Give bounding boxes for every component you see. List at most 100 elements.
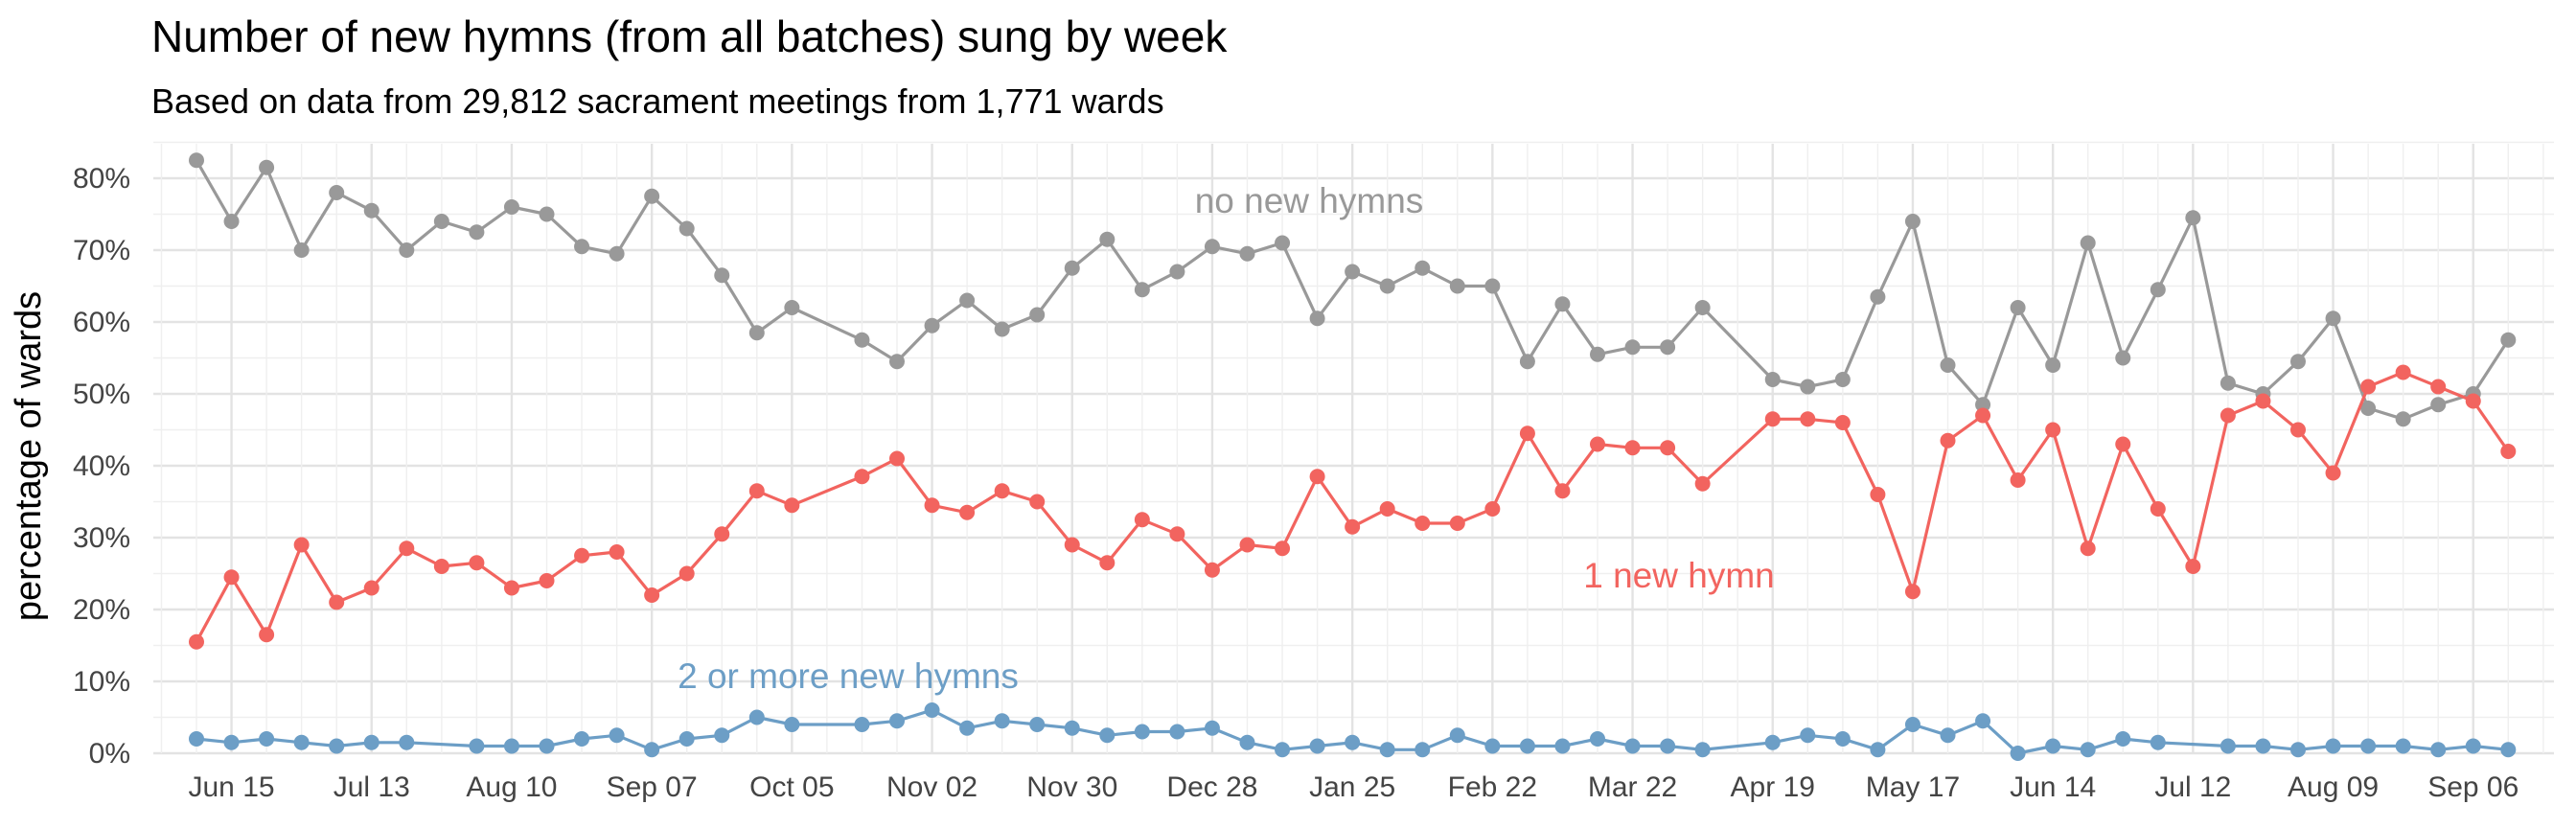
data-point — [2290, 422, 2306, 438]
data-point — [1099, 231, 1116, 247]
data-point — [1800, 727, 1816, 744]
series-one — [189, 364, 2517, 650]
grid — [153, 141, 2554, 755]
y-tick-label: 20% — [73, 594, 130, 626]
data-point — [714, 727, 730, 744]
data-point — [1345, 518, 1361, 535]
data-point — [1800, 379, 1816, 395]
data-point — [1239, 245, 1255, 262]
annotation-2-or-more-new-hymns: 2 or more new hymns — [678, 656, 1019, 696]
data-point — [293, 242, 310, 258]
data-point — [1694, 475, 1711, 492]
data-point — [1309, 310, 1325, 327]
data-point — [1660, 339, 1676, 356]
data-point — [1624, 339, 1641, 356]
data-point — [259, 731, 275, 747]
data-point — [1204, 720, 1220, 736]
x-tick-labels: Jun 15 Jul 13 Aug 10 Sep 07 Oct 05 Nov 02 Nov … — [189, 771, 2519, 803]
data-point — [259, 627, 275, 643]
data-point — [784, 717, 800, 732]
x-tick-label: May 17 — [1866, 771, 1960, 803]
data-point — [2185, 559, 2201, 574]
data-point — [293, 537, 310, 553]
data-point — [1379, 501, 1395, 517]
data-point — [1134, 724, 1150, 740]
data-point — [1870, 487, 1886, 502]
data-point — [959, 504, 976, 520]
data-point — [433, 214, 449, 229]
data-point — [1064, 260, 1080, 276]
data-point — [503, 580, 519, 596]
data-point — [609, 544, 625, 560]
data-point — [1590, 731, 1605, 747]
annotation-no-new-hymns: no new hymns — [1195, 181, 1424, 220]
data-point — [714, 267, 730, 284]
data-point — [574, 547, 590, 564]
x-tick-label: Feb 22 — [1448, 771, 1537, 803]
data-point — [2430, 742, 2447, 758]
data-point — [399, 242, 415, 258]
data-point — [1134, 512, 1150, 528]
data-point — [223, 214, 240, 229]
x-tick-label: Jun 14 — [2010, 771, 2096, 803]
data-point — [2325, 465, 2341, 481]
data-point — [1029, 494, 1046, 510]
data-point — [2115, 350, 2131, 366]
data-point — [678, 220, 695, 237]
data-point — [2150, 501, 2166, 517]
data-point — [2395, 738, 2411, 754]
data-point — [1624, 440, 1641, 456]
x-tick-label: Jun 15 — [189, 771, 275, 803]
data-point — [854, 332, 870, 348]
data-point — [748, 483, 765, 499]
data-point — [714, 526, 730, 542]
data-point — [644, 188, 660, 204]
data-point — [223, 569, 240, 586]
data-point — [748, 325, 765, 341]
y-tick-label: 0% — [89, 738, 130, 770]
data-point — [539, 573, 555, 588]
data-point — [2220, 375, 2236, 391]
data-point — [2045, 738, 2061, 754]
data-point — [1204, 562, 1220, 578]
data-point — [363, 734, 380, 750]
x-tick-label: Nov 30 — [1026, 771, 1117, 803]
x-tick-label: Mar 22 — [1588, 771, 1677, 803]
data-point — [2080, 540, 2096, 557]
data-point — [2395, 364, 2411, 380]
chart-subtitle: Based on data from 29,812 sacrament meet… — [151, 81, 1164, 121]
data-point — [2220, 407, 2236, 424]
data-point — [2360, 401, 2377, 416]
data-point — [539, 206, 555, 222]
data-point — [644, 587, 660, 603]
data-point — [994, 321, 1010, 337]
data-point — [223, 734, 240, 750]
data-point — [1694, 742, 1711, 758]
data-point — [889, 354, 905, 370]
data-point — [1275, 540, 1291, 557]
data-point — [1449, 516, 1465, 531]
y-tick-label: 70% — [73, 235, 130, 266]
data-point — [1519, 354, 1535, 370]
y-tick-label: 60% — [73, 307, 130, 338]
data-point — [363, 580, 380, 596]
data-point — [2465, 393, 2481, 409]
x-tick-label: Apr 19 — [1731, 771, 1815, 803]
data-point — [644, 742, 660, 758]
data-point — [2325, 310, 2341, 327]
data-point — [924, 317, 940, 334]
data-point — [1379, 742, 1395, 758]
data-point — [1519, 738, 1535, 754]
series-none — [189, 152, 2517, 427]
data-point — [1764, 372, 1781, 387]
y-axis-label: percentage of wards — [9, 291, 49, 621]
y-tick-labels: 0% 10% 20% 30% 40% 50% 60% 70% 80% — [73, 163, 130, 770]
data-point — [2500, 444, 2517, 459]
data-point — [994, 483, 1010, 499]
data-point — [1660, 738, 1676, 754]
data-point — [329, 185, 345, 200]
data-point — [1064, 537, 1080, 553]
data-point — [2325, 738, 2341, 754]
data-point — [889, 450, 905, 467]
